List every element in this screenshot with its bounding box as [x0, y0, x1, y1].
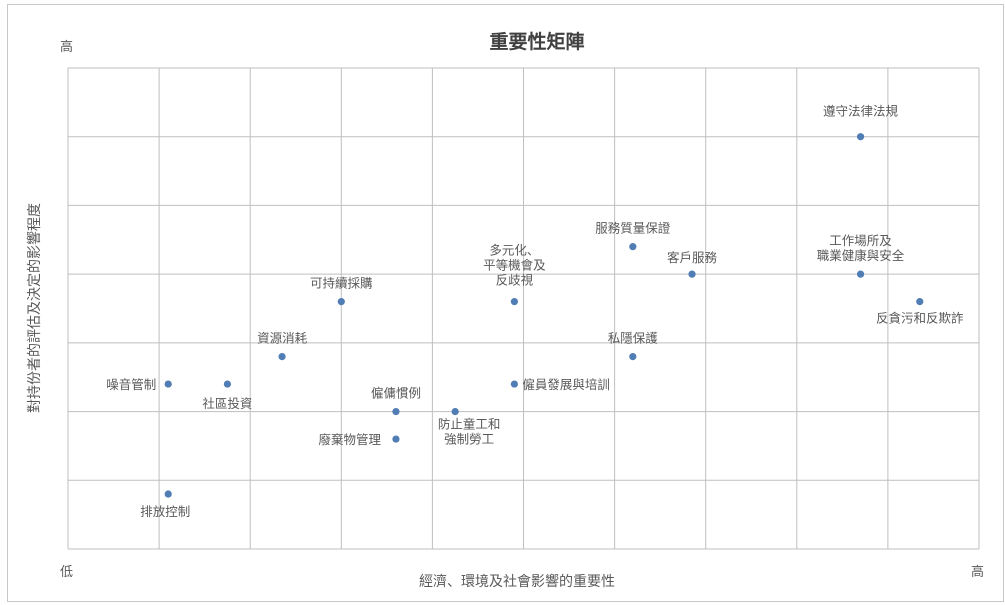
data-label: 工作場所及職業健康與安全	[817, 233, 905, 263]
data-point	[510, 298, 518, 306]
data-label: 可持續採購	[310, 276, 373, 291]
y-axis-high-label: 高	[60, 39, 73, 55]
data-label: 遵守法律法規	[823, 104, 899, 119]
data-point	[278, 353, 286, 361]
data-point	[223, 380, 232, 388]
data-label: 私隱保護	[608, 331, 659, 346]
data-point	[629, 243, 637, 251]
data-point	[451, 407, 459, 416]
data-label: 僱傭慣例	[371, 386, 421, 401]
data-label: 廢棄物管理	[318, 432, 381, 447]
data-point	[856, 270, 865, 278]
data-label: 客戶服務	[667, 250, 718, 265]
data-point	[688, 270, 696, 278]
data-label: 社區投資	[202, 396, 252, 411]
data-label: 反貪污和反欺詐	[876, 311, 964, 326]
data-label: 防止童工和強制勞工	[438, 417, 501, 447]
y-axis-label: 對持份者的評估及決定的影響程度	[26, 203, 43, 413]
data-point	[510, 380, 518, 388]
data-label: 排放控制	[140, 504, 190, 519]
data-point	[916, 298, 924, 306]
data-point	[856, 133, 865, 141]
chart-title: 重要性矩陣	[489, 30, 584, 53]
data-point	[392, 407, 400, 416]
data-point	[392, 435, 400, 443]
data-label: 噪音管制	[106, 377, 156, 392]
chart-frame	[7, 4, 1004, 602]
data-label: 服務質量保證	[595, 221, 671, 236]
data-label: 多元化、平等機會及反歧視	[483, 243, 546, 288]
x-axis-high-label: 高	[971, 564, 984, 580]
x-axis-label: 經濟、環境及社會影響的重要性	[419, 573, 615, 590]
x-axis-low-label: 低	[60, 565, 73, 580]
data-label: 僱員發展與培訓	[522, 377, 610, 392]
data-point	[164, 490, 172, 498]
data-label: 資源消耗	[257, 331, 308, 346]
data-point	[164, 380, 172, 388]
data-point	[337, 298, 345, 306]
data-point	[629, 353, 637, 361]
